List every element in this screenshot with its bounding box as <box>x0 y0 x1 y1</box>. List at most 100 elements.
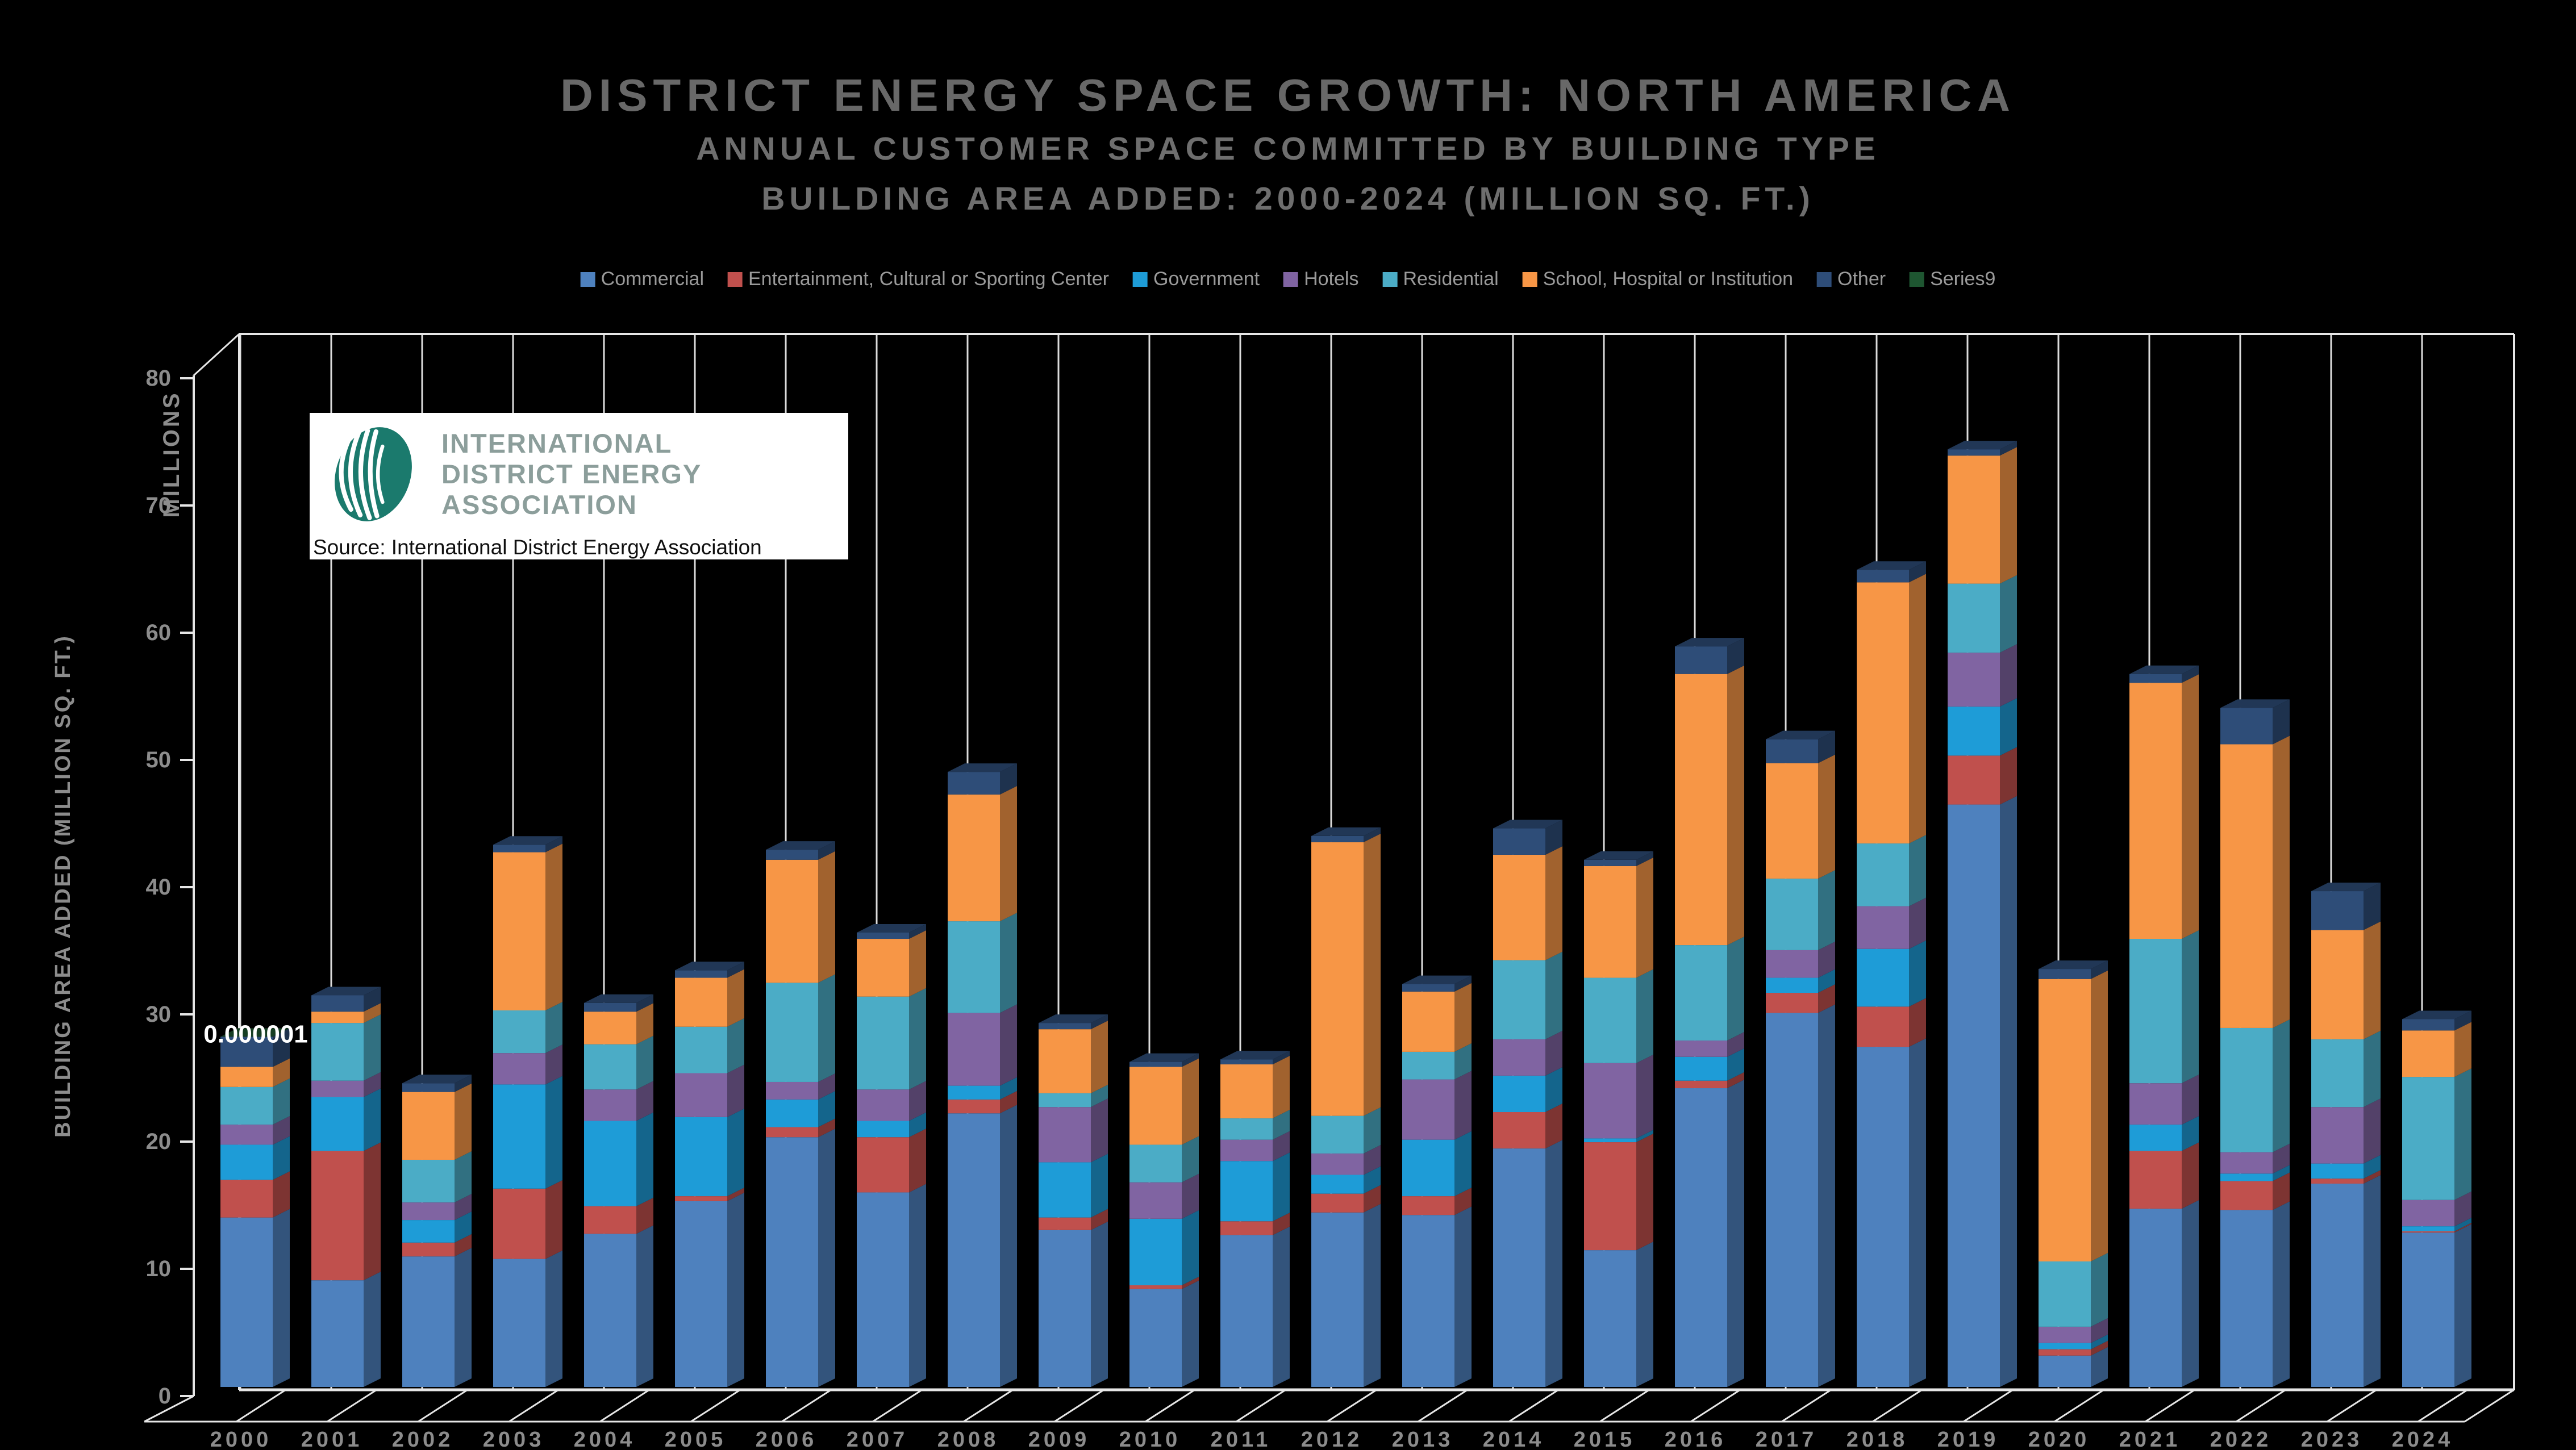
bar-side-2019-1 <box>2000 747 2017 805</box>
bar-side-2017-4 <box>1818 870 1835 950</box>
legend-item-hotels: Hotels <box>1283 268 1358 290</box>
bar-segment-2021-3 <box>2129 1083 2182 1125</box>
bar-segment-2013-3 <box>1402 1079 1454 1140</box>
bar-side-2014-5 <box>1545 846 1562 960</box>
bar-segment-2011-0 <box>1220 1235 1273 1387</box>
bar-segment-2009-4 <box>1039 1093 1091 1108</box>
bar-segment-2017-6 <box>1766 739 1818 763</box>
bar-side-2009-1 <box>1091 1209 1108 1230</box>
bar-segment-2012-2 <box>1311 1175 1364 1194</box>
legend-swatch-icon <box>580 271 595 287</box>
bar-side-2018-6 <box>1909 561 1926 583</box>
bar-segment-2006-2 <box>766 1099 818 1127</box>
bar-segment-2007-2 <box>857 1121 909 1138</box>
bar-side-2012-1 <box>1364 1185 1381 1213</box>
bar-segment-2002-1 <box>402 1242 455 1257</box>
bar-side-2003-6 <box>545 836 562 853</box>
floor-diagonal-14 <box>1418 1389 1468 1423</box>
chart-subtitle-1: ANNUAL CUSTOMER SPACE COMMITTED BY BUILD… <box>696 131 1880 167</box>
floor-diagonal-16 <box>1599 1389 1650 1423</box>
bar-segment-2013-6 <box>1402 984 1454 992</box>
x-label-2014: 2014 <box>1483 1428 1545 1450</box>
bar-side-2016-5 <box>1727 665 1744 946</box>
bar-segment-2005-1 <box>675 1196 727 1201</box>
bar-segment-2024-3 <box>2402 1200 2454 1227</box>
y-tick-label-10: 10 <box>146 1256 172 1281</box>
bar-side-2021-6 <box>2182 665 2199 683</box>
bar-segment-2001-6 <box>311 995 364 1012</box>
bar-segment-2023-4 <box>2311 1039 2364 1108</box>
bar-segment-2014-3 <box>1493 1039 1545 1076</box>
bar-side-2008-4 <box>1000 913 1017 1013</box>
y-tick-label-40: 40 <box>146 875 172 900</box>
bar-side-2007-2 <box>909 1112 926 1138</box>
bar-roof-2017 <box>1766 730 1835 739</box>
bar-side-2011-0 <box>1273 1226 1290 1387</box>
floor-diagonal-3 <box>418 1389 468 1423</box>
bar-side-2022-0 <box>2273 1201 2290 1387</box>
bar-side-2022-4 <box>2273 1019 2290 1152</box>
bar-side-2008-1 <box>1000 1090 1017 1114</box>
bar-side-2015-3 <box>1636 1054 1653 1139</box>
y-tick-label-20: 20 <box>146 1129 172 1154</box>
bar-side-2024-5 <box>2454 1022 2471 1077</box>
bar-side-2002-5 <box>455 1083 472 1160</box>
bar-side-2015-2 <box>1636 1130 1653 1143</box>
bar-side-2003-2 <box>545 1076 562 1189</box>
x-label-2021: 2021 <box>2119 1428 2181 1450</box>
floor-diagonal-18 <box>1781 1389 1832 1423</box>
bar-side-2017-6 <box>1818 730 1835 763</box>
legend-swatch-icon <box>728 271 743 287</box>
bar-segment-2021-6 <box>2129 674 2182 683</box>
bar-side-2023-0 <box>2364 1175 2381 1387</box>
bar-side-2018-4 <box>1909 835 1926 906</box>
bar-side-2006-5 <box>818 851 835 983</box>
bar-segment-2010-2 <box>1129 1218 1182 1285</box>
bar-segment-2015-2 <box>1584 1138 1636 1143</box>
floor-diagonal-20 <box>1963 1389 2014 1423</box>
bar-segment-2010-0 <box>1129 1289 1182 1387</box>
bar-side-2012-0 <box>1364 1204 1381 1387</box>
bar-segment-2013-0 <box>1402 1215 1454 1387</box>
bar-side-2023-6 <box>2364 883 2381 930</box>
bar-side-2000-0 <box>273 1209 290 1387</box>
bar-side-2016-6 <box>1727 638 1744 674</box>
bar-side-2005-0 <box>727 1192 744 1387</box>
bar-segment-2006-3 <box>766 1081 818 1100</box>
bar-segment-2000-6 <box>220 1037 273 1067</box>
bar-segment-2007-6 <box>857 932 909 939</box>
bar-side-2009-2 <box>1091 1154 1108 1218</box>
bar-segment-2000-2 <box>220 1144 273 1180</box>
y-tick-label-70: 70 <box>146 493 172 518</box>
bar-side-2006-3 <box>818 1073 835 1100</box>
chart-subtitle-2: BUILDING AREA ADDED: 2000-2024 (MILLION … <box>761 181 1815 217</box>
bar-segment-2003-2 <box>493 1084 545 1189</box>
bar-roof-2006 <box>766 841 835 850</box>
bar-segment-2008-5 <box>948 794 1000 922</box>
bar-segment-2014-6 <box>1493 828 1545 855</box>
bar-segment-2023-1 <box>2311 1179 2364 1184</box>
floor-diagonal-17 <box>1690 1389 1741 1423</box>
bar-side-2011-4 <box>1273 1110 1290 1140</box>
bar-side-2014-0 <box>1545 1140 1562 1387</box>
bar-segment-2005-0 <box>675 1201 727 1387</box>
y-tick-label-50: 50 <box>146 747 172 772</box>
bar-segment-2014-4 <box>1493 960 1545 1039</box>
bar-segment-2015-1 <box>1584 1142 1636 1251</box>
bar-side-2014-1 <box>1545 1104 1562 1149</box>
bar-segment-2000-0 <box>220 1217 273 1387</box>
bar-side-2002-3 <box>455 1194 472 1221</box>
bar-segment-2010-4 <box>1129 1144 1182 1182</box>
bar-segment-2013-1 <box>1402 1196 1454 1215</box>
bar-segment-2002-5 <box>402 1092 455 1160</box>
bar-side-2016-3 <box>1727 1032 1744 1057</box>
x-label-2000: 2000 <box>210 1428 272 1450</box>
bar-roof-2024 <box>2402 1010 2471 1019</box>
bar-segment-2017-1 <box>1766 993 1818 1013</box>
bar-side-2017-3 <box>1818 941 1835 978</box>
bar-segment-2020-3 <box>2039 1326 2091 1343</box>
bar-side-2023-4 <box>2364 1030 2381 1108</box>
bar-side-2022-5 <box>2273 736 2290 1028</box>
x-label-2009: 2009 <box>1028 1428 1090 1450</box>
